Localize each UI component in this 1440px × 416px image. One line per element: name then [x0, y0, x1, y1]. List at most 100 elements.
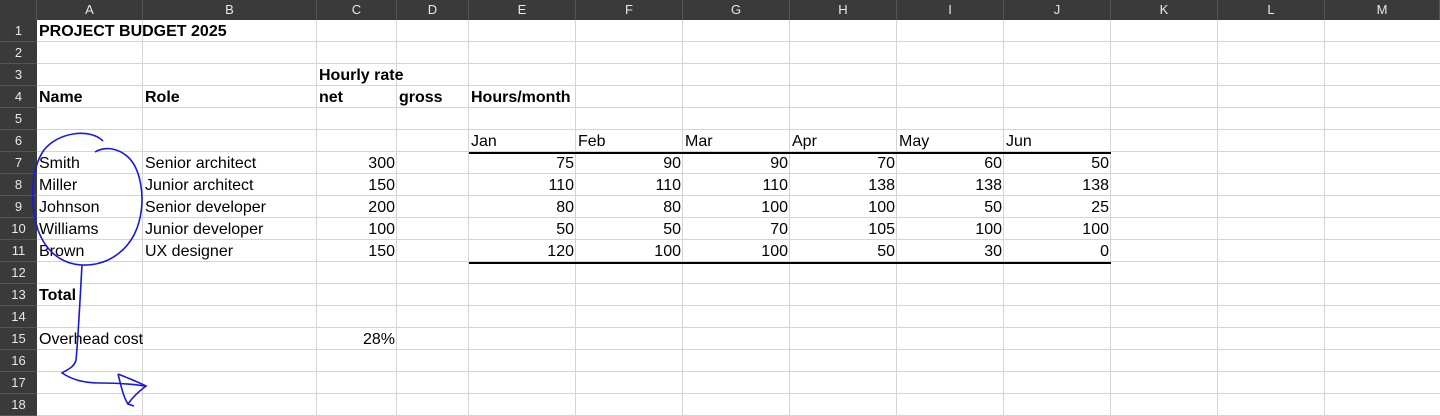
cell-C4-net-header[interactable]: net — [319, 89, 343, 106]
cell-hours[interactable]: 50 — [1091, 155, 1109, 172]
grid-row-line — [37, 305, 1440, 306]
cell-G6-month[interactable]: Mar — [685, 133, 713, 150]
row-header-14[interactable]: 14 — [0, 306, 37, 328]
cell-hours[interactable]: 70 — [770, 221, 788, 238]
cell-rate[interactable]: 150 — [368, 177, 395, 194]
cell-hours[interactable]: 80 — [663, 199, 681, 216]
cell-rate[interactable]: 200 — [368, 199, 395, 216]
cell-hours[interactable]: 110 — [655, 177, 681, 194]
cell-hours[interactable]: 110 — [548, 177, 574, 194]
cell-hours[interactable]: 50 — [877, 243, 895, 260]
cell-J6-month[interactable]: Jun — [1006, 133, 1032, 150]
cell-role[interactable]: UX designer — [145, 243, 234, 260]
cell-role[interactable]: Junior architect — [145, 177, 254, 194]
select-all-corner[interactable] — [0, 0, 37, 20]
column-header-L[interactable]: L — [1218, 0, 1325, 20]
row-header-8[interactable]: 8 — [0, 174, 37, 196]
row-header-11[interactable]: 11 — [0, 240, 37, 262]
column-header-D[interactable]: D — [397, 0, 469, 20]
cell-A15-overhead-label[interactable]: Overhead cost — [39, 331, 144, 348]
cell-E4-hours-header[interactable]: Hours/month — [471, 89, 571, 106]
column-header-K[interactable]: K — [1111, 0, 1218, 20]
row-header-4[interactable]: 4 — [0, 86, 37, 108]
cell-hours[interactable]: 60 — [984, 155, 1002, 172]
cell-name[interactable]: Brown — [39, 243, 85, 260]
cell-hours[interactable]: 100 — [761, 199, 788, 216]
row-header-12[interactable]: 12 — [0, 262, 37, 284]
column-header-B[interactable]: B — [143, 0, 317, 20]
cell-hours[interactable]: 90 — [770, 155, 788, 172]
column-header-H[interactable]: H — [790, 0, 897, 20]
cell-role[interactable]: Senior developer — [145, 199, 266, 216]
grid-row-line — [37, 63, 1440, 64]
cell-hours[interactable]: 50 — [663, 221, 681, 238]
cell-hours[interactable]: 100 — [761, 243, 788, 260]
cell-hours[interactable]: 100 — [975, 221, 1002, 238]
row-header-3[interactable]: 3 — [0, 64, 37, 86]
cell-hours[interactable]: 0 — [1100, 243, 1109, 260]
column-header-M[interactable]: M — [1325, 0, 1440, 20]
row-header-13[interactable]: 13 — [0, 284, 37, 306]
cell-hours[interactable]: 105 — [868, 221, 895, 238]
cell-C15-overhead-value[interactable]: 28% — [362, 331, 395, 348]
column-header-I[interactable]: I — [897, 0, 1004, 20]
row-header-9[interactable]: 9 — [0, 196, 37, 218]
cell-A1-title[interactable]: PROJECT BUDGET 2025 — [39, 23, 227, 40]
cell-hours[interactable]: 90 — [663, 155, 681, 172]
cell-hours[interactable]: 100 — [868, 199, 895, 216]
cell-rate[interactable]: 100 — [368, 221, 395, 238]
cell-name[interactable]: Williams — [39, 221, 99, 238]
cell-role[interactable]: Junior developer — [145, 221, 264, 238]
cell-E6-month[interactable]: Jan — [471, 133, 497, 150]
cell-hours[interactable]: 50 — [984, 199, 1002, 216]
grid-row-line — [37, 107, 1440, 108]
column-header-C[interactable]: C — [317, 0, 397, 20]
cell-hours[interactable]: 80 — [556, 199, 574, 216]
row-header-2[interactable]: 2 — [0, 42, 37, 64]
row-header-15[interactable]: 15 — [0, 328, 37, 350]
cell-hours[interactable]: 120 — [547, 243, 574, 260]
cell-rate[interactable]: 150 — [368, 243, 395, 260]
column-header-G[interactable]: G — [683, 0, 790, 20]
cell-A13-total[interactable]: Total — [39, 287, 77, 304]
cell-hours[interactable]: 75 — [556, 155, 574, 172]
cell-hours[interactable]: 70 — [877, 155, 895, 172]
row-header-10[interactable]: 10 — [0, 218, 37, 240]
row-header-17[interactable]: 17 — [0, 372, 37, 394]
column-header-A[interactable]: A — [37, 0, 143, 20]
cell-hours[interactable]: 138 — [868, 177, 895, 194]
row-header-7[interactable]: 7 — [0, 152, 37, 174]
cell-hours[interactable]: 110 — [762, 177, 788, 194]
cell-A4-name-header[interactable]: Name — [39, 89, 83, 106]
cell-hours[interactable]: 138 — [975, 177, 1002, 194]
cell-role[interactable]: Senior architect — [145, 155, 257, 172]
cell-B4-role-header[interactable]: Role — [145, 89, 180, 106]
cell-F6-month[interactable]: Feb — [578, 133, 606, 150]
cell-I6-month[interactable]: May — [899, 133, 930, 150]
cell-hours[interactable]: 100 — [1082, 221, 1109, 238]
cell-hours[interactable]: 50 — [556, 221, 574, 238]
row-header-5[interactable]: 5 — [0, 108, 37, 130]
column-header-E[interactable]: E — [469, 0, 576, 20]
cell-name[interactable]: Smith — [39, 155, 80, 172]
column-header-J[interactable]: J — [1004, 0, 1111, 20]
cell-H6-month[interactable]: Apr — [792, 133, 817, 150]
grid-row-line — [37, 239, 1440, 240]
row-header-6[interactable]: 6 — [0, 130, 37, 152]
cell-name[interactable]: Miller — [39, 177, 78, 194]
cell-hours[interactable]: 30 — [984, 243, 1002, 260]
cell-C3-hourly-rate[interactable]: Hourly rate — [319, 67, 404, 84]
grid-row-line — [37, 393, 1440, 394]
row-header-1[interactable]: 1 — [0, 20, 37, 42]
table-bottom-border — [469, 262, 1111, 264]
cell-rate[interactable]: 300 — [368, 155, 395, 172]
column-header-F[interactable]: F — [576, 0, 683, 20]
cell-hours[interactable]: 138 — [1082, 177, 1109, 194]
row-header-16[interactable]: 16 — [0, 350, 37, 372]
cell-D4-gross-header[interactable]: gross — [399, 89, 443, 106]
cell-name[interactable]: Johnson — [39, 199, 100, 216]
cell-hours[interactable]: 100 — [654, 243, 681, 260]
grid-row-line — [37, 327, 1440, 328]
cell-hours[interactable]: 25 — [1091, 199, 1109, 216]
row-header-18[interactable]: 18 — [0, 394, 37, 416]
